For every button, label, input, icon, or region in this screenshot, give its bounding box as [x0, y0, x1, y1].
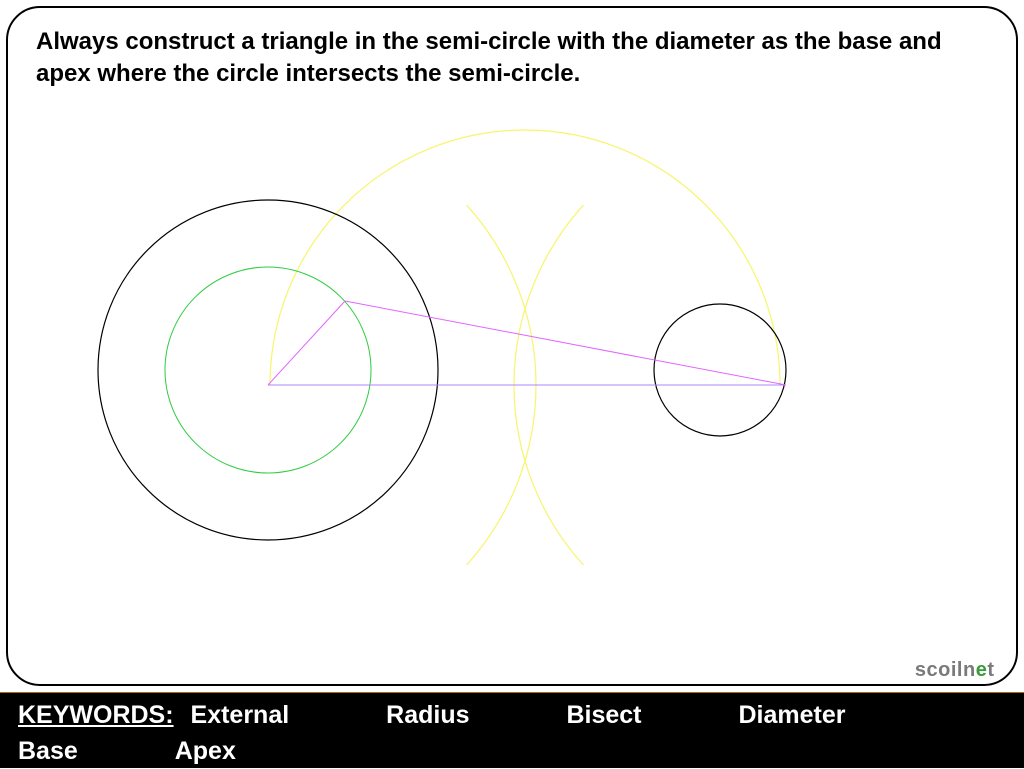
keywords-label: KEYWORDS: — [18, 701, 174, 729]
semi-circle-arc — [270, 130, 780, 385]
keyword-radius: Radius — [386, 699, 469, 733]
scoilnet-logo: scoilnet — [915, 659, 996, 682]
inner-green-circle — [165, 267, 371, 473]
logo-seg-3: e — [976, 659, 988, 681]
keyword-external: External — [191, 699, 290, 733]
logo-seg-2: n — [963, 659, 976, 681]
keyword-bisect: Bisect — [566, 699, 641, 733]
keyword-base: Base — [18, 735, 78, 769]
slide: Always construct a triangle in the semi-… — [0, 0, 1024, 768]
triangle-side-right — [345, 301, 786, 385]
keyword-diameter: Diameter — [738, 699, 845, 733]
large-circle — [98, 200, 438, 540]
keywords-row-2: Base Apex — [18, 735, 1006, 769]
keyword-apex: Apex — [175, 735, 236, 769]
logo-seg-1: scoil — [915, 659, 963, 681]
keywords-row-1: KEYWORDS: External Radius Bisect Diamete… — [18, 699, 1006, 733]
geometry-diagram — [0, 0, 1024, 690]
logo-seg-4: t — [987, 659, 996, 681]
triangle-side-left — [268, 301, 345, 385]
small-circle — [654, 304, 786, 436]
keywords-bar: KEYWORDS: External Radius Bisect Diamete… — [0, 692, 1024, 768]
